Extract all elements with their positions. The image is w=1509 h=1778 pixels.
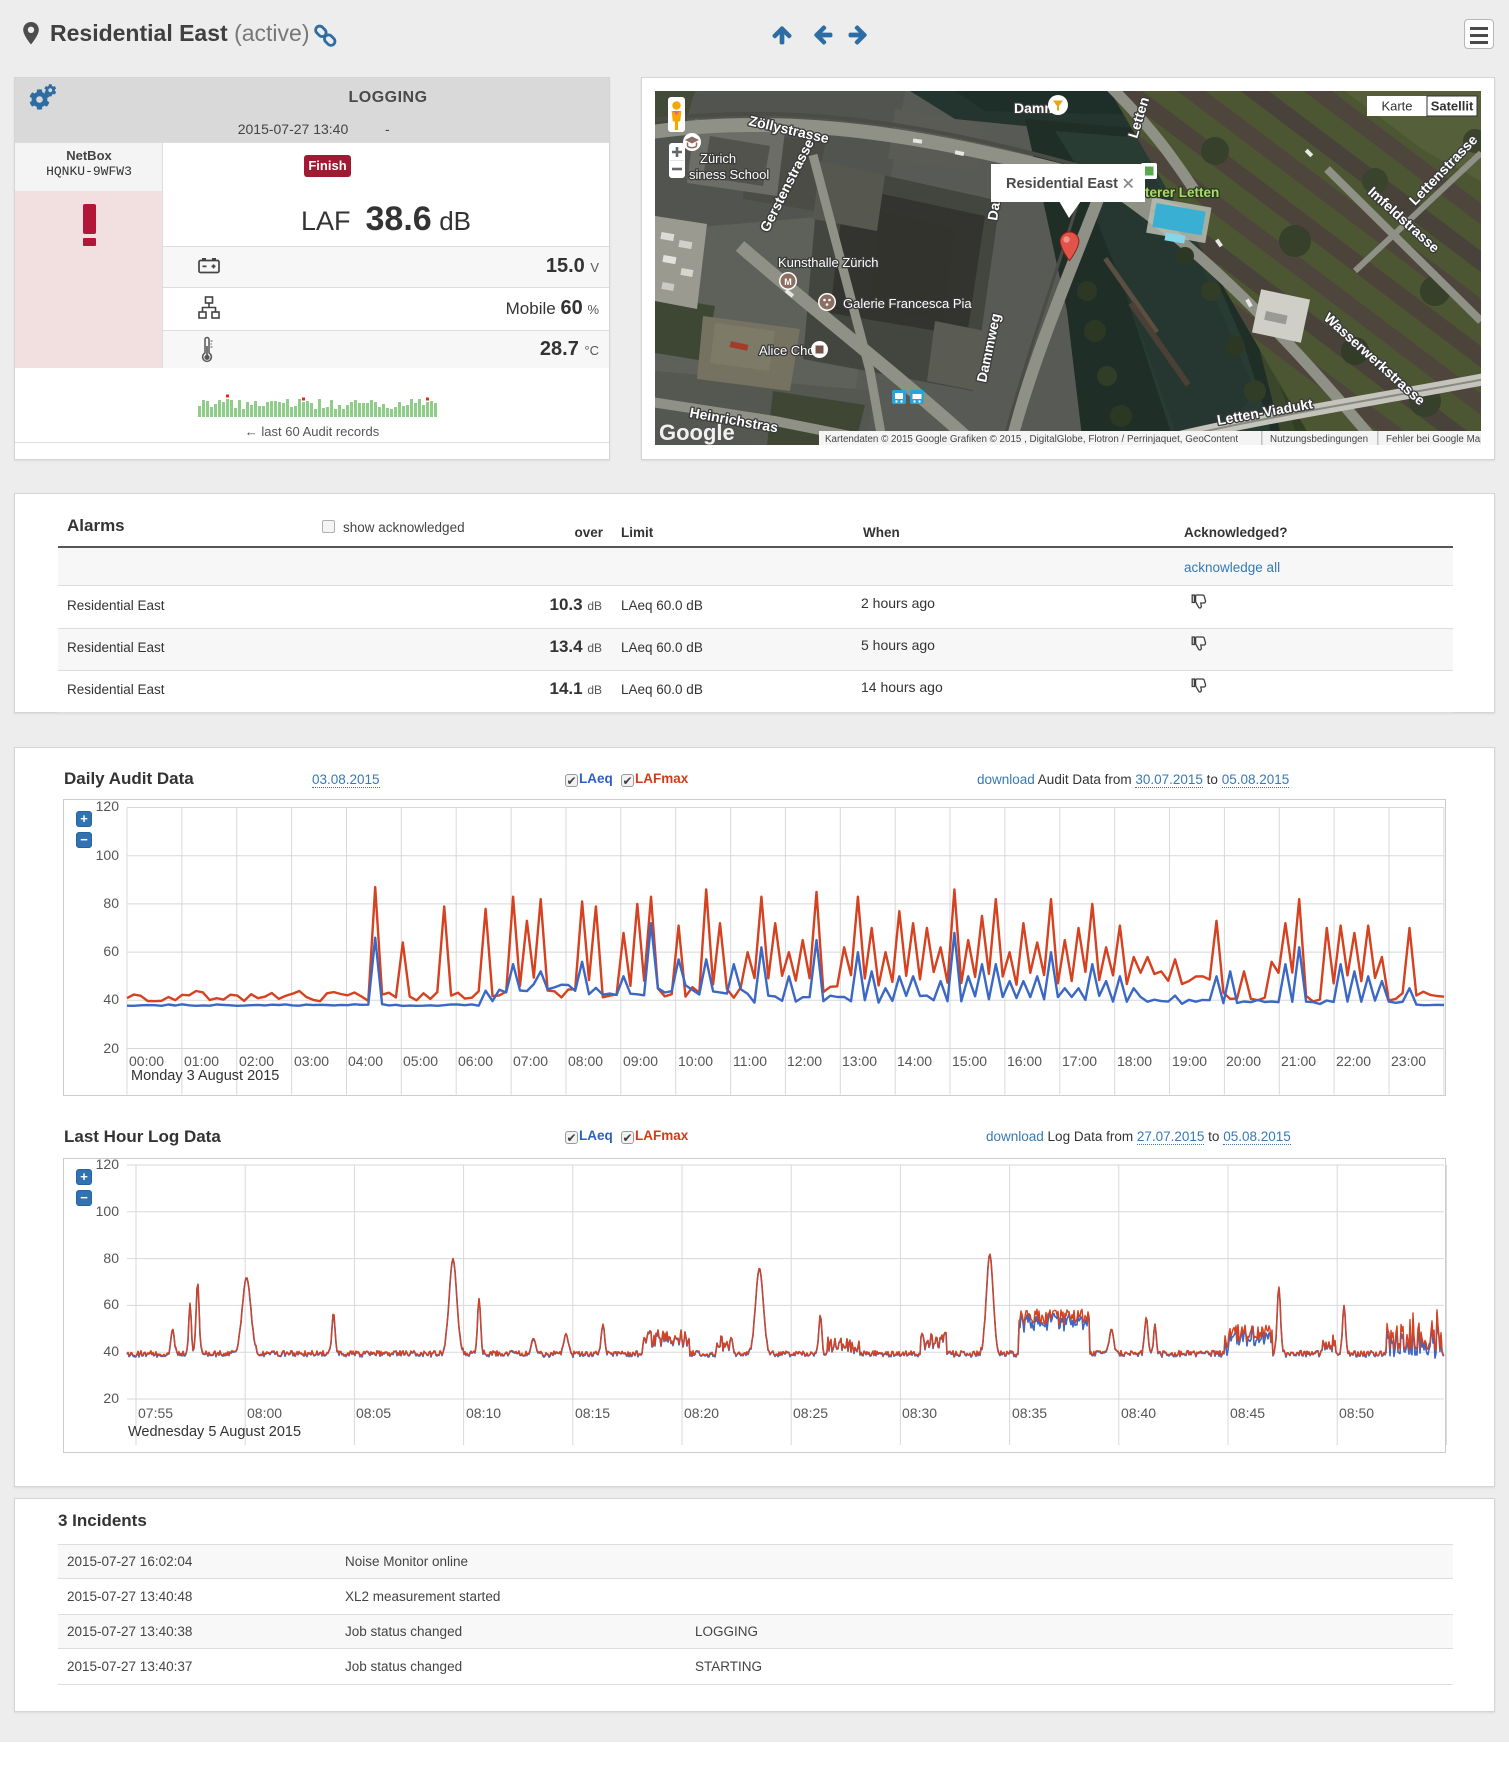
svg-text:Nutzungsbedingungen: Nutzungsbedingungen — [1270, 434, 1368, 445]
svg-text:M: M — [784, 277, 792, 287]
svg-text:Zürich: Zürich — [700, 151, 736, 166]
svg-text:Residential East: Residential East — [1006, 176, 1118, 192]
svg-text:terer Letten: terer Letten — [1145, 185, 1219, 200]
svg-text:Kartendaten © 2015 Google Graf: Kartendaten © 2015 Google Grafiken © 201… — [825, 434, 1238, 445]
svg-text:Karte: Karte — [1381, 99, 1412, 114]
svg-text:Google: Google — [659, 420, 735, 445]
svg-text:siness School: siness School — [689, 167, 769, 182]
svg-text:Kunsthalle Zürich: Kunsthalle Zürich — [778, 255, 878, 270]
svg-text:Satellit: Satellit — [1431, 99, 1474, 114]
svg-text:Galerie Francesca Pia: Galerie Francesca Pia — [843, 296, 972, 311]
svg-text:Fehler bei Google Maps melden: Fehler bei Google Maps melden — [1386, 434, 1481, 445]
svg-text:Damm: Damm — [1014, 100, 1057, 116]
svg-text:Alice Choo: Alice Choo — [759, 343, 822, 358]
